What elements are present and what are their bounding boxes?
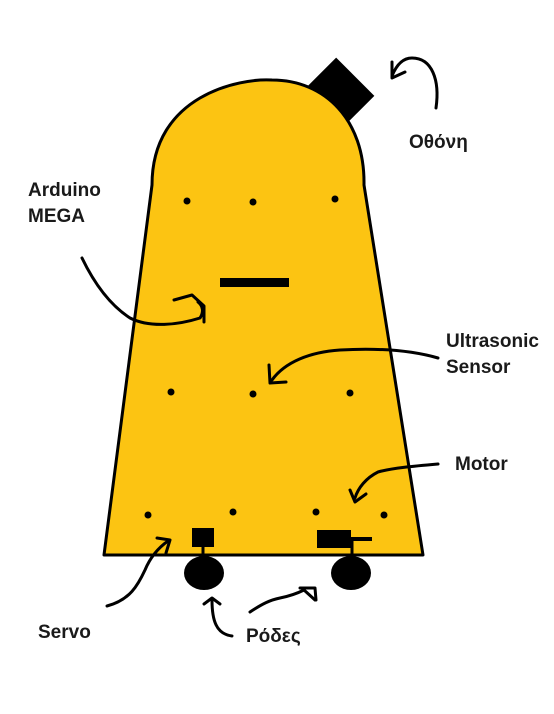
dot	[183, 197, 191, 205]
dot	[144, 511, 152, 519]
label-motor: Motor	[455, 454, 508, 475]
label-servo: Servo	[38, 622, 91, 643]
screen-module	[303, 57, 375, 129]
dot	[249, 390, 257, 398]
arduino-arrow	[80, 256, 204, 326]
robot-body	[102, 78, 425, 557]
dot	[312, 508, 320, 516]
wheels-arrow	[210, 598, 234, 638]
dot	[380, 511, 388, 519]
motor-arrowhead	[348, 488, 368, 504]
wheel-right	[331, 556, 371, 590]
label-ultrasonic-sensor: Ultrasonic Sensor	[446, 329, 539, 381]
dot	[167, 388, 175, 396]
arduino-board	[220, 278, 289, 287]
wheels-squiggle	[248, 588, 317, 614]
ultrasonic-arrow	[270, 347, 440, 382]
wheels-arrowhead	[202, 596, 222, 606]
arduino-arrowhead	[172, 293, 206, 324]
mounting-dots	[144, 195, 388, 519]
label-arduino-line2: MEGA	[28, 206, 85, 227]
label-screen: Οθόνη	[409, 132, 468, 153]
dot	[331, 195, 339, 203]
label-arduino-mega: Arduino MEGA	[28, 178, 101, 230]
dot	[346, 389, 354, 397]
label-arduino-line1: Arduino	[28, 180, 101, 201]
wheel-left	[184, 556, 224, 590]
servo-arrow	[105, 539, 170, 608]
dot	[249, 198, 257, 206]
dot	[229, 508, 237, 516]
label-ultrasonic-line2: Sensor	[446, 357, 511, 378]
motor-arrow	[353, 462, 440, 500]
screen-arrowhead	[390, 60, 407, 80]
ultrasonic-arrowhead	[267, 363, 288, 385]
motor-module	[317, 530, 351, 548]
servo-arrowhead	[155, 536, 172, 555]
servo-module	[192, 528, 214, 547]
label-ultrasonic-line1: Ultrasonic	[446, 331, 539, 352]
label-wheels: Ρόδες	[246, 626, 301, 647]
screen-arrow	[390, 56, 439, 110]
wheels-squiggle-head	[298, 586, 318, 602]
